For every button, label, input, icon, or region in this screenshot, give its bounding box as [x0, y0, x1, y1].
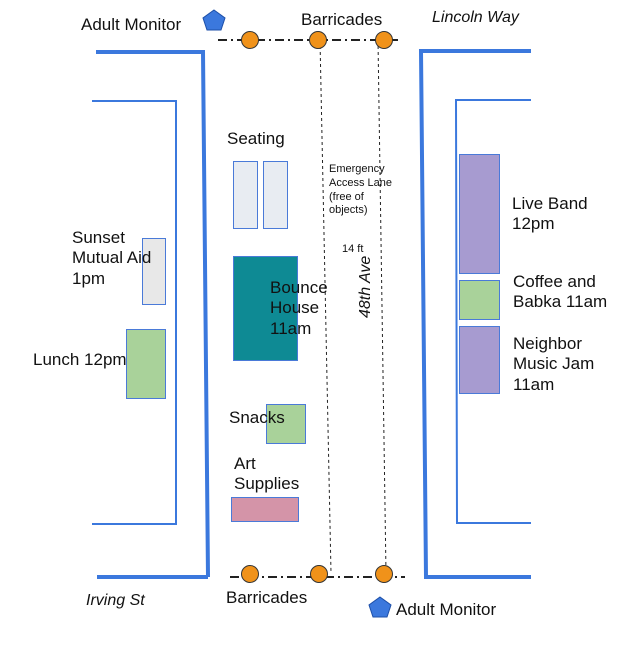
art-supplies-label: Art Supplies [234, 454, 300, 494]
right-sidewalk-line [418, 49, 531, 579]
adult-monitor-top-label: Adult Monitor [81, 15, 182, 34]
lane-boundary-left [319, 39, 332, 574]
seating-box-1 [233, 161, 258, 229]
coffee-label: Coffee and Babka 11am [513, 272, 608, 312]
lane-width-label: 14 ft [342, 243, 364, 255]
bounce-house-label: Bounce House 11am [270, 278, 328, 338]
snacks-box [266, 404, 306, 444]
live-band-label: Live Band 12pm [512, 194, 588, 234]
mutual-aid-box [142, 238, 166, 305]
music-jam-label: Neighbor Music Jam 11am [513, 334, 595, 394]
barricade-cone [241, 565, 259, 583]
barricade-cone [375, 31, 393, 49]
adult-monitor-bottom-label: Adult Monitor [396, 600, 497, 619]
barricades-top-label: Barricades [301, 10, 383, 29]
seating-label: Seating [227, 129, 285, 148]
street-label-lincoln-way: Lincoln Way [432, 9, 519, 26]
barricade-cone [310, 565, 328, 583]
emergency-lane-label: Emergency Access Lane (free of objects) [329, 163, 392, 217]
lunch-box [126, 329, 166, 399]
street-label-48th-ave: 48th Ave [357, 255, 374, 318]
bounce-house-box [233, 256, 298, 361]
barricade-cone [309, 31, 327, 49]
mutual-aid-label: Sunset Mutual Aid 1pm [72, 228, 152, 288]
lane-boundary-right [377, 39, 387, 574]
lunch-label: Lunch 12pm [33, 350, 127, 369]
music-jam-box [459, 326, 500, 394]
barricade-cone [375, 565, 393, 583]
left-inner-block-line [92, 100, 177, 525]
art-supplies-box [231, 497, 299, 522]
street-label-irving-st: Irving St [86, 592, 145, 609]
seating-box-2 [263, 161, 288, 229]
barricade-cone [241, 31, 259, 49]
snacks-label: Snacks [229, 408, 285, 427]
barricades-bottom-label: Barricades [226, 588, 308, 607]
live-band-box [459, 154, 500, 274]
coffee-box [459, 280, 500, 320]
left-sidewalk-line [96, 50, 210, 578]
adult-monitor-top-icon [202, 9, 226, 31]
adult-monitor-bottom-icon [368, 596, 392, 618]
right-inner-block-line [454, 99, 531, 524]
